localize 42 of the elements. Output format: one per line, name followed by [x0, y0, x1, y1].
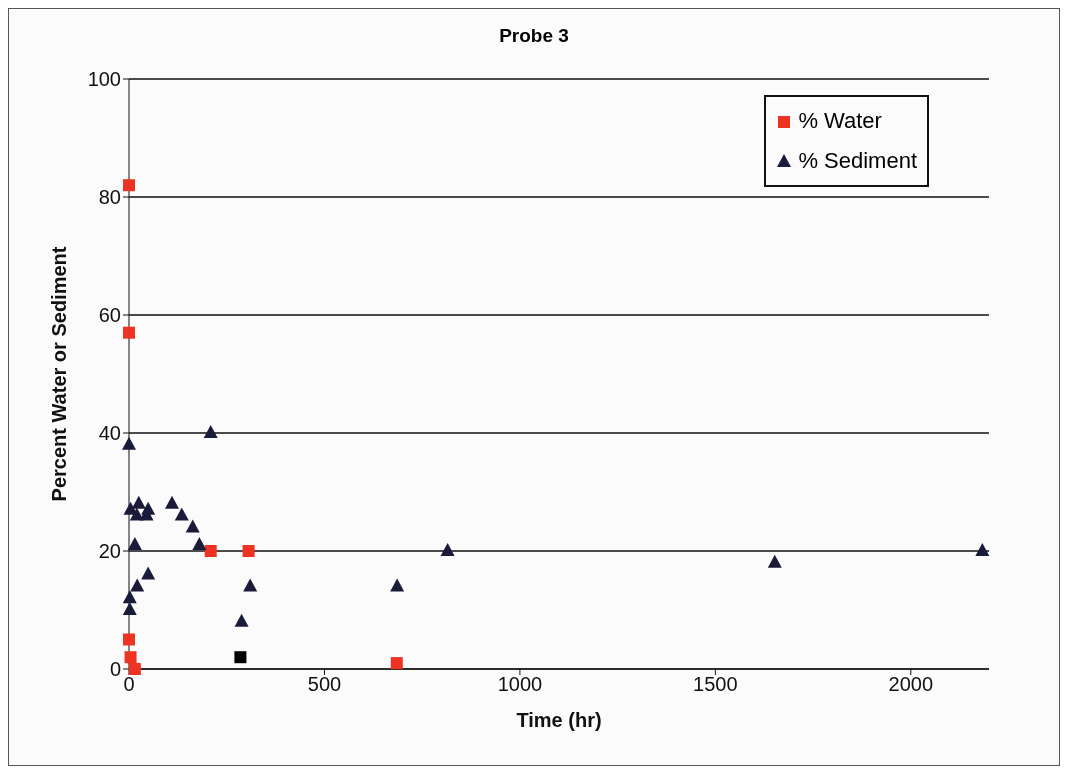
point — [243, 578, 258, 592]
legend-label: % Water — [798, 107, 882, 135]
point — [122, 590, 137, 604]
point — [123, 633, 135, 646]
point — [141, 566, 156, 580]
y-axis-title: Percent Water or Sediment — [48, 246, 71, 502]
point — [123, 326, 135, 339]
point — [203, 425, 218, 438]
point — [122, 602, 137, 615]
y-tick-label: 0 — [109, 658, 121, 681]
point — [185, 519, 200, 533]
x-tick-label: 1500 — [693, 673, 738, 696]
point — [124, 651, 137, 664]
point — [440, 543, 455, 556]
point — [192, 537, 207, 551]
point — [131, 495, 146, 509]
point — [234, 651, 247, 664]
point — [234, 613, 249, 627]
point — [975, 543, 990, 556]
point — [390, 578, 405, 592]
x-tick-label: 500 — [307, 673, 342, 696]
y-tick-label: 100 — [87, 68, 121, 91]
point — [204, 545, 217, 557]
x-tick-label: 0 — [123, 673, 135, 696]
point — [242, 545, 255, 557]
point — [122, 436, 136, 450]
chart-title: Probe 3 — [498, 25, 570, 47]
x-tick-label: 1000 — [497, 673, 543, 696]
y-tick-label: 60 — [98, 304, 121, 327]
point — [390, 657, 403, 670]
y-tick-label: 40 — [98, 422, 121, 445]
y-tick-label: 20 — [98, 540, 121, 563]
point — [130, 578, 145, 592]
point — [767, 554, 782, 568]
point — [127, 537, 142, 551]
legend-label: % Sediment — [798, 147, 917, 175]
point — [174, 507, 189, 521]
point — [165, 495, 179, 509]
x-axis-title: Time (hr) — [516, 709, 602, 731]
x-tick-label: 2000 — [888, 673, 934, 696]
y-tick-label: 80 — [98, 186, 121, 209]
point — [128, 663, 141, 675]
